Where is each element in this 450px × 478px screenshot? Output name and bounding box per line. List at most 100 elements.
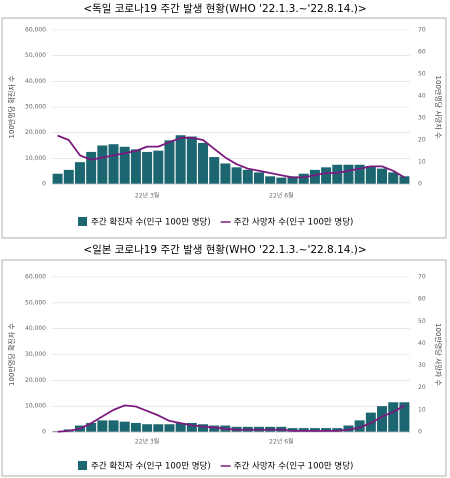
line — [57, 404, 405, 433]
bar — [153, 424, 164, 432]
bar — [377, 168, 388, 184]
y-tick-label: 10,000 — [25, 403, 46, 410]
bar — [130, 422, 141, 432]
bar — [265, 176, 276, 184]
bar — [388, 402, 399, 432]
y-tick-label: 60,000 — [25, 274, 46, 281]
y2-axis-label: 100만명당 사망자 수 — [434, 323, 443, 386]
y2-tick-label: 40 — [418, 340, 426, 347]
bar — [175, 422, 186, 432]
y2-tick-label: 20 — [418, 384, 426, 391]
bar — [130, 149, 141, 184]
bar — [119, 146, 130, 184]
bar — [209, 425, 220, 432]
bar — [74, 162, 85, 184]
bar — [242, 169, 253, 184]
bar — [86, 422, 97, 432]
x-tick-label: 22년 3월 — [135, 192, 159, 200]
bar — [198, 424, 209, 432]
y2-tick-label: 60 — [418, 296, 426, 303]
bar — [287, 176, 298, 184]
bar — [86, 151, 97, 184]
x-tick-label: 22년 3월 — [135, 438, 159, 446]
chart-title: <독일 코로나19 주간 발생 현황(WHO '22.1.3.~'22.8.14… — [83, 2, 366, 15]
y-tick-label: 20,000 — [25, 377, 46, 384]
y-axis-label: 100만명당 확진자 수 — [7, 75, 16, 138]
bar — [52, 173, 63, 184]
bar — [164, 140, 175, 184]
bar — [164, 424, 175, 432]
bar — [309, 169, 320, 184]
y2-tick-label: 20 — [418, 137, 426, 144]
y-tick-label: 50,000 — [25, 299, 46, 306]
y-tick-label: 50,000 — [25, 52, 46, 59]
y2-tick-label: 50 — [418, 318, 426, 325]
chart-frame — [1, 259, 447, 477]
bar — [377, 406, 388, 432]
y-tick-label: 0 — [42, 429, 46, 436]
bar — [63, 169, 74, 184]
y-axis-label: 100만명당 확진자 수 — [7, 323, 16, 386]
y2-tick-label: 0 — [418, 429, 422, 436]
y2-tick-label: 10 — [418, 159, 426, 166]
bar — [220, 163, 231, 184]
legend-label: 주간 확진자 수(인구 100만 명당) — [91, 461, 211, 472]
y-tick-label: 60,000 — [25, 27, 46, 34]
bar — [108, 420, 119, 432]
y2-tick-label: 10 — [418, 406, 426, 413]
bar — [175, 135, 186, 184]
bar — [298, 173, 309, 184]
bar — [142, 424, 153, 432]
bar — [399, 402, 410, 432]
y2-tick-label: 0 — [418, 181, 422, 188]
bar — [186, 422, 197, 432]
bar — [332, 164, 343, 184]
legend-label: 주간 사망자 수(인구 100만 명당) — [234, 461, 354, 472]
y2-tick-label: 30 — [418, 362, 426, 369]
line — [57, 134, 405, 179]
y2-tick-label: 50 — [418, 71, 426, 78]
y2-axis-label: 100만명당 사망자 수 — [434, 76, 443, 139]
y-tick-label: 40,000 — [25, 325, 46, 332]
bar — [231, 167, 242, 184]
bar — [97, 145, 108, 184]
bar — [388, 172, 399, 184]
y-tick-label: 10,000 — [25, 155, 46, 162]
legend-swatch — [78, 461, 87, 470]
y2-tick-label: 60 — [418, 49, 426, 56]
chart-frame — [1, 17, 447, 239]
y2-tick-label: 40 — [418, 93, 426, 100]
bar — [354, 164, 365, 184]
bar — [354, 420, 365, 432]
y-tick-label: 0 — [42, 181, 46, 188]
bar — [198, 142, 209, 184]
bar — [97, 420, 108, 432]
bar — [276, 177, 287, 184]
bar — [253, 172, 264, 184]
legend-label: 주간 사망자 수(인구 100만 명당) — [234, 217, 354, 228]
y-tick-label: 20,000 — [25, 129, 46, 136]
chart-title: <일본 코로나19 주간 발생 현황(WHO '22.1.3.~'22.8.14… — [83, 243, 366, 256]
bar — [399, 176, 410, 184]
y2-tick-label: 30 — [418, 115, 426, 122]
bar — [343, 425, 354, 432]
bar — [142, 151, 153, 184]
bar — [119, 421, 130, 432]
x-tick-label: 22년 6월 — [269, 438, 293, 446]
bar — [209, 157, 220, 184]
y-tick-label: 30,000 — [25, 351, 46, 358]
x-tick-label: 22년 6월 — [269, 192, 293, 200]
bar — [153, 150, 164, 184]
y2-tick-label: 70 — [418, 27, 426, 34]
legend-swatch — [78, 217, 87, 226]
y2-tick-label: 70 — [418, 274, 426, 281]
bar — [108, 144, 119, 184]
y-tick-label: 30,000 — [25, 104, 46, 111]
bar — [186, 136, 197, 184]
bar — [365, 166, 376, 184]
legend-label: 주간 확진자 수(인구 100만 명당) — [91, 217, 211, 228]
y-tick-label: 40,000 — [25, 78, 46, 85]
bar — [321, 167, 332, 184]
